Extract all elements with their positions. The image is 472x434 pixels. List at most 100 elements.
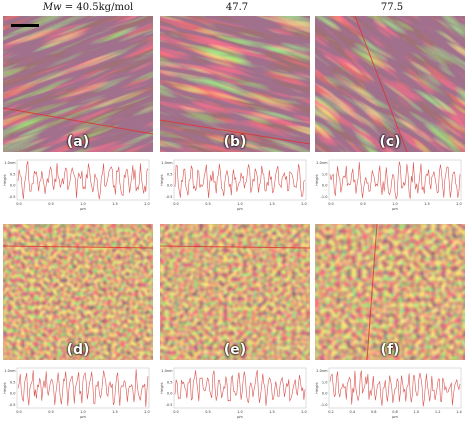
x-tick-label: 1.5 — [269, 410, 275, 414]
x-tick-label: 1.0 — [392, 202, 398, 206]
afm-surface — [3, 16, 153, 152]
y-tick-label: 0.0 — [167, 184, 173, 188]
plot-frame — [173, 159, 307, 201]
afm-texture — [315, 224, 465, 360]
afm-texture — [3, 224, 153, 360]
afm-image-e: (e) — [160, 224, 310, 360]
afm-image-b: (b) — [160, 16, 310, 152]
y-tick-label: -1.0 — [321, 195, 328, 199]
mw-value-2: 47.7 — [225, 2, 249, 13]
profile-line — [174, 370, 306, 406]
y-tick-label: 0.0 — [10, 184, 16, 188]
x-tick-label: 0.8 — [392, 410, 398, 414]
y-axis-label: Height — [3, 382, 7, 394]
y-tick-label: 0.5 — [167, 380, 173, 384]
x-tick-label: 1.5 — [112, 202, 118, 206]
height-profile-c: 2.0nm 1.0 0.0 -1.0 0.0 0.5 1.0 1.5 2.0 µm Height — [315, 156, 465, 214]
section-line — [3, 107, 153, 135]
plot-frame — [173, 367, 307, 409]
afm-texture — [3, 16, 153, 152]
x-tick-label: 1.5 — [112, 410, 118, 414]
y-axis-label: Height — [160, 174, 164, 186]
panel-label-e: (e) — [223, 342, 247, 358]
profile-line — [174, 163, 306, 199]
x-tick-label: 1.2 — [435, 410, 441, 414]
y-tick-label: 1.0nm — [4, 161, 16, 165]
y-axis-label: Height — [160, 382, 164, 394]
x-tick-label: 2.0 — [456, 202, 462, 206]
afm-texture — [160, 16, 310, 152]
y-tick-label: 2.0nm — [316, 161, 328, 165]
x-tick-label: 1.4 — [456, 410, 462, 414]
x-tick-label: 0.5 — [48, 202, 54, 206]
height-profile-a: 1.0nm 0.5 0.0 -0.5 0.0 0.5 1.0 1.5 2.0 µm Height — [3, 156, 153, 214]
x-tick-label: 1.5 — [424, 202, 430, 206]
profile-line — [17, 161, 149, 200]
afm-surface — [160, 16, 310, 152]
x-tick-label: 1.0 — [80, 410, 86, 414]
panel-label-d: (d) — [66, 342, 90, 358]
x-axis-label: µm — [80, 415, 86, 419]
profile-plot: 2.0nm 1.0 0.0 -1.00.2 0.4 0.6 0.8 1.0 1.2 1.4 µm He… — [315, 367, 463, 419]
x-tick-label: 0.0 — [173, 410, 179, 414]
section-line — [160, 245, 310, 249]
profile-line — [17, 369, 149, 407]
y-tick-label: 0.5 — [10, 380, 16, 384]
panel-label-a: (a) — [66, 134, 90, 150]
x-axis-label: µm — [392, 207, 398, 211]
x-tick-label: 2.0 — [144, 202, 150, 206]
y-tick-label: 1.0nm — [4, 369, 16, 373]
x-tick-label: 0.0 — [173, 202, 179, 206]
x-tick-label: 2.0 — [301, 202, 307, 206]
y-tick-label: 0.0 — [322, 392, 328, 396]
mw-symbol: Mw — [42, 2, 62, 13]
height-profile-f: 2.0nm 1.0 0.0 -1.0 0.2 0.4 0.6 0.8 1.0 1.2 1.4 µm He… — [315, 364, 465, 422]
x-tick-label: 0.2 — [328, 410, 334, 414]
y-tick-label: 0.0 — [322, 184, 328, 188]
afm-texture — [315, 16, 465, 152]
panel-label-b: (b) — [223, 134, 247, 150]
y-tick-label: 0.0 — [10, 392, 16, 396]
y-axis-label: Height — [315, 174, 319, 186]
column-title-2: 47.7 — [167, 2, 307, 13]
x-axis-label: µm — [392, 415, 398, 419]
afm-image-c: (c) — [315, 16, 465, 152]
panel-label-f: (f) — [380, 342, 400, 358]
x-tick-label: 0.0 — [16, 410, 22, 414]
profile-line — [329, 370, 461, 407]
height-profile-d: 1.0nm 0.5 0.0 -0.5 0.0 0.5 1.0 1.5 2.0 µm Height — [3, 364, 153, 422]
y-tick-label: -1.0 — [321, 403, 328, 407]
plot-frame — [16, 159, 150, 201]
x-axis-label: µm — [80, 207, 86, 211]
x-tick-label: 0.0 — [16, 202, 22, 206]
y-tick-label: 0.5 — [10, 172, 16, 176]
y-tick-label: 2.0nm — [316, 369, 328, 373]
x-tick-label: 0.5 — [48, 410, 54, 414]
x-tick-label: 0.5 — [205, 410, 211, 414]
x-tick-label: 0.4 — [350, 410, 356, 414]
y-tick-label: -0.5 — [9, 403, 16, 407]
height-profile-e: 1.0nm 0.5 0.0 -0.5 0.0 0.5 1.0 1.5 2.0 µm Height — [160, 364, 310, 422]
afm-image-f: (f) — [315, 224, 465, 360]
x-tick-label: 1.0 — [237, 202, 243, 206]
y-axis-label: Height — [3, 174, 7, 186]
afm-image-a: (a) — [3, 16, 153, 152]
x-tick-label: 1.5 — [269, 202, 275, 206]
profile-line — [329, 161, 461, 200]
panel-label-c: (c) — [379, 134, 401, 150]
y-tick-label: 1.0 — [322, 380, 328, 384]
x-tick-label: 0.0 — [328, 202, 334, 206]
afm-image-d: (d) — [3, 224, 153, 360]
section-line — [354, 16, 408, 152]
section-line — [160, 119, 310, 145]
afm-surface — [315, 16, 465, 152]
column-title-1: Mw = 40.5kg/mol — [18, 2, 158, 13]
afm-surface — [3, 224, 153, 360]
mw-value: = 40.5kg/mol — [61, 2, 134, 13]
x-tick-label: 0.5 — [360, 202, 366, 206]
